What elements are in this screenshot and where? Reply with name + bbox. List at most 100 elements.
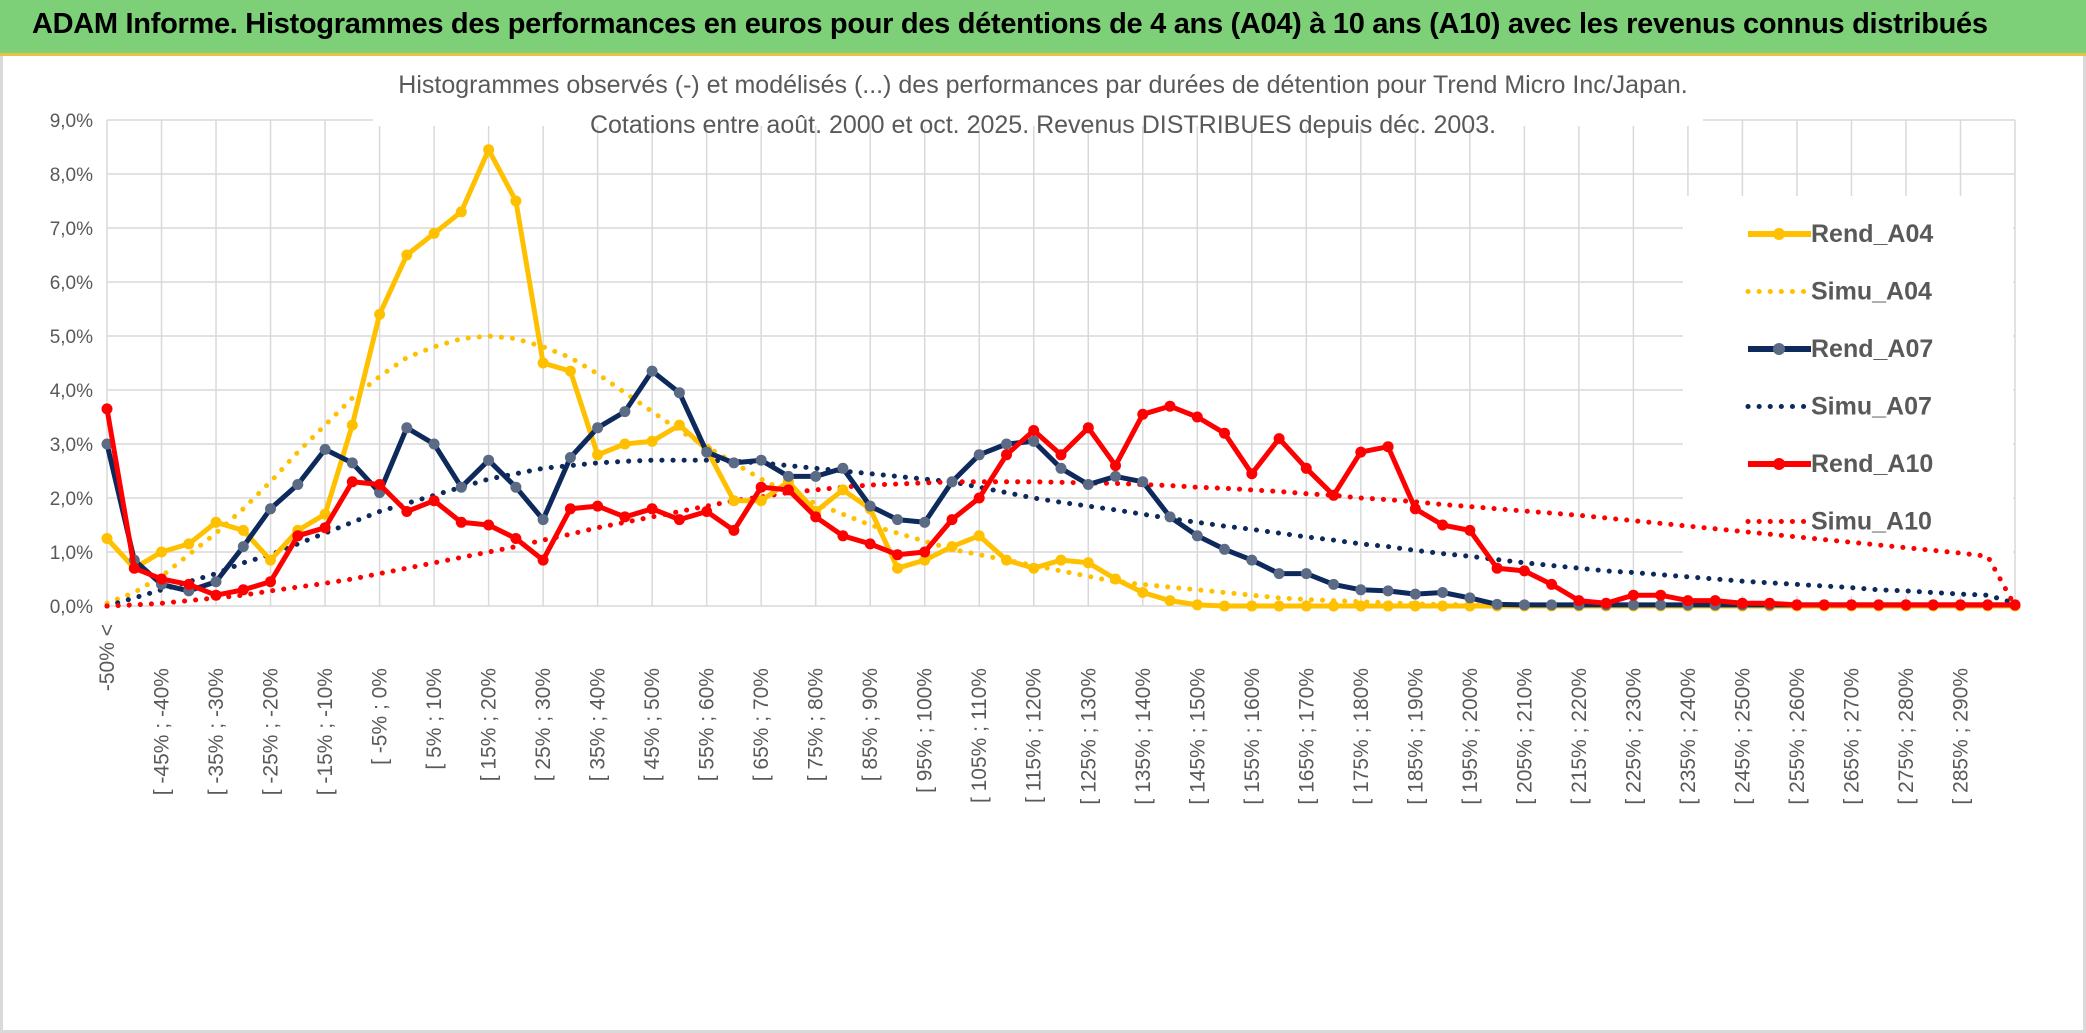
data-point	[592, 422, 604, 434]
report-title: ADAM Informe. Histogrammes des performan…	[32, 8, 1988, 40]
y-tick-label: 8,0%	[50, 165, 93, 186]
data-point	[1001, 554, 1012, 566]
data-point	[292, 479, 304, 490]
data-point	[455, 206, 467, 218]
data-point	[919, 554, 931, 566]
x-tick-label: [ 45% ; 50%	[641, 668, 664, 781]
data-point	[483, 519, 495, 531]
data-point	[1573, 595, 1585, 607]
data-point	[1164, 511, 1176, 523]
data-point	[701, 446, 713, 458]
legend-marker	[1773, 458, 1785, 470]
data-point	[892, 514, 903, 526]
data-point	[755, 481, 767, 493]
data-point	[728, 524, 740, 536]
x-tick-label: [ 215% ; 220%	[1568, 668, 1591, 805]
data-point	[1491, 562, 1503, 574]
data-point	[346, 457, 358, 469]
data-point	[646, 503, 658, 515]
data-point	[428, 495, 440, 507]
data-point	[646, 365, 658, 377]
data-point	[1137, 476, 1149, 488]
data-point	[101, 533, 113, 544]
data-point	[1382, 585, 1394, 597]
data-point	[1300, 568, 1312, 580]
data-point	[1464, 524, 1476, 536]
x-tick-label: [ -15% ; -10%	[314, 668, 337, 795]
series-line	[104, 479, 2018, 609]
data-point	[755, 454, 767, 466]
data-point	[1900, 599, 1912, 611]
data-point	[101, 438, 113, 450]
data-point	[810, 511, 822, 523]
x-tick-label: [ 105% ; 110%	[968, 668, 991, 803]
data-point	[1982, 599, 1994, 611]
x-axis-ticks: -50% < [ -45% ; -40% [ -35% ; -30% [ -25% ;…	[96, 624, 1972, 805]
x-tick-label: [ 135% ; 140%	[1132, 668, 1155, 805]
grid	[106, 119, 2016, 607]
data-point	[1273, 600, 1285, 612]
data-point	[1409, 503, 1421, 515]
x-tick-label: [ 265% ; 270%	[1840, 668, 1863, 805]
data-point	[728, 457, 740, 469]
y-tick-label: 0,0%	[50, 597, 93, 618]
data-point	[1873, 599, 1885, 611]
data-point	[592, 449, 604, 461]
series-Rend_A10	[101, 400, 2021, 611]
data-point	[782, 484, 794, 496]
data-point	[564, 452, 576, 463]
data-point	[374, 308, 386, 320]
x-tick-label: [ 245% ; 250%	[1731, 668, 1754, 805]
x-tick-label: [ 75% ; 80%	[805, 668, 828, 781]
data-point	[237, 524, 249, 536]
data-point	[1137, 408, 1149, 420]
data-point	[1655, 589, 1667, 601]
data-point	[319, 508, 331, 520]
x-tick-label: [ 155% ; 160%	[1241, 668, 1264, 805]
data-point	[1355, 446, 1367, 458]
data-point	[564, 365, 576, 377]
data-point	[973, 492, 985, 504]
data-point	[564, 503, 576, 515]
data-point	[1927, 599, 1939, 611]
data-point	[1627, 589, 1639, 601]
series-Simu_A10	[104, 479, 2018, 609]
legend-label: Rend_A10	[1811, 450, 1933, 478]
data-point	[892, 562, 903, 574]
y-tick-label: 2,0%	[50, 489, 93, 510]
chart-frame: 0,0% 1,0% 2,0% 3,0% 4,0% 5,0% 6,0% 7,0% 8,0% 9,0%…	[0, 56, 2086, 1033]
data-point	[1191, 530, 1203, 542]
data-point	[265, 554, 276, 566]
data-point	[265, 503, 276, 515]
legend-label: Simu_A04	[1811, 278, 1932, 306]
legend-item-Rend_A04: Rend_A04	[1748, 220, 1933, 248]
legend-label: Rend_A07	[1811, 335, 1933, 363]
data-point	[1273, 433, 1285, 445]
data-point	[673, 514, 685, 526]
data-point	[319, 522, 331, 534]
data-point	[1164, 595, 1176, 607]
data-point	[319, 443, 331, 455]
data-point	[673, 419, 685, 431]
data-point	[537, 357, 549, 369]
data-point	[1300, 600, 1312, 612]
data-point	[592, 500, 604, 512]
y-tick-label: 6,0%	[50, 273, 93, 294]
data-point	[919, 516, 931, 528]
data-point	[1001, 449, 1012, 461]
data-point	[183, 578, 195, 590]
data-point	[156, 546, 167, 558]
x-tick-label: [ 255% ; 260%	[1786, 668, 1809, 805]
data-point	[1082, 422, 1094, 434]
data-point	[1955, 599, 1966, 611]
data-point	[1028, 435, 1040, 447]
data-point	[510, 533, 522, 544]
legend-marker	[1773, 228, 1785, 240]
x-tick-label: [ -35% ; -30%	[205, 668, 228, 795]
data-point	[210, 576, 222, 588]
data-point	[1082, 557, 1094, 569]
report-banner: ADAM Informe. Histogrammes des performan…	[0, 0, 2086, 56]
data-point	[1818, 599, 1830, 611]
data-point	[1382, 600, 1394, 612]
y-tick-label: 7,0%	[50, 219, 93, 240]
